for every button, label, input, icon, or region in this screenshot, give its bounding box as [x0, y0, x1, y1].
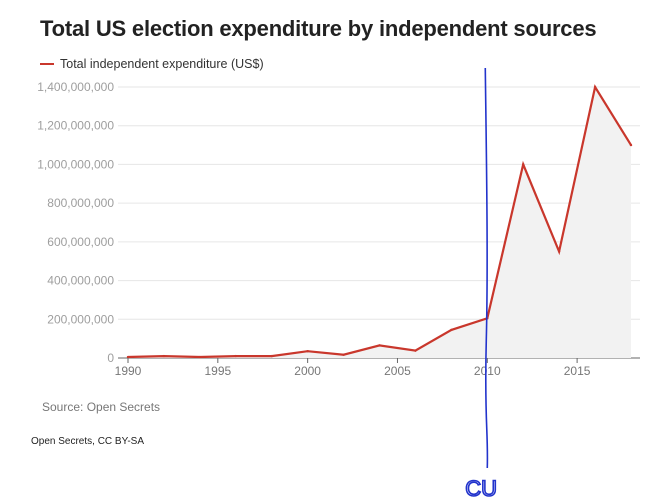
data-point [557, 250, 561, 253]
data-point [234, 354, 237, 358]
data-point [522, 163, 525, 166]
x-tick-label: 2015 [564, 364, 591, 378]
y-tick-label: 0 [107, 351, 114, 365]
legend: Total independent expenditure (US$) [40, 57, 264, 71]
annotation-layer: CU [464, 67, 498, 500]
data-point [270, 354, 273, 358]
x-axis: 1990 1995 2000 2005 2010 2015 [115, 358, 591, 378]
data-point [126, 355, 130, 359]
y-tick-label: 600,000,000 [47, 235, 114, 249]
area-layer [128, 87, 631, 358]
x-tick-label: 2005 [384, 364, 411, 378]
data-point [198, 355, 202, 359]
y-tick-label: 400,000,000 [47, 274, 114, 288]
y-tick-label: 1,400,000,000 [37, 80, 114, 94]
source-note: Source: Open Secrets [42, 400, 161, 414]
x-tick-label: 2010 [474, 364, 501, 378]
legend-label: Total independent expenditure (US$) [60, 57, 264, 71]
x-tick-label: 1990 [115, 364, 142, 378]
data-point [593, 85, 597, 89]
y-tick-label: 200,000,000 [47, 312, 114, 326]
x-tick-label: 2000 [294, 364, 321, 378]
y-tick-label: 1,000,000,000 [37, 157, 114, 171]
data-point [342, 353, 345, 356]
line-layer [126, 84, 633, 359]
y-tick-label: 1,200,000,000 [37, 119, 114, 133]
x-tick-label: 1995 [204, 364, 231, 378]
legend-swatch [40, 63, 54, 65]
chart-title: Total US election expenditure by indepen… [40, 16, 597, 41]
series-area [128, 87, 631, 358]
y-tick-label: 800,000,000 [47, 196, 114, 210]
data-point [629, 143, 633, 147]
annotation-line [484, 67, 489, 469]
data-point [450, 328, 453, 332]
data-point [162, 354, 166, 358]
data-point [378, 344, 381, 347]
y-axis: 0 200,000,000 400,000,000 600,000,000 800,00… [37, 80, 114, 365]
data-point [414, 349, 417, 352]
data-point [306, 350, 309, 353]
annotation-label: CU [465, 476, 497, 500]
credit-note: Open Secrets, CC BY-SA [31, 436, 145, 447]
